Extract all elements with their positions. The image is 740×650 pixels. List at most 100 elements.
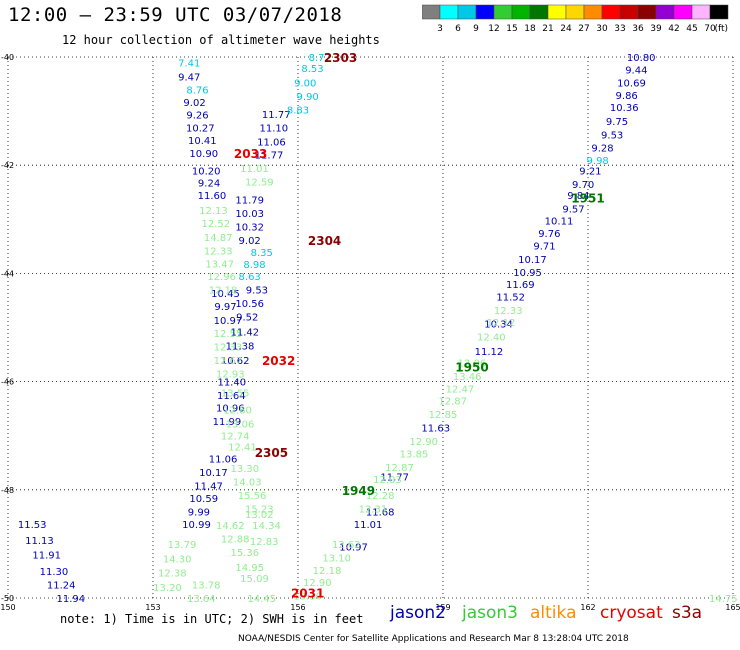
wave-height-label: 11.10 xyxy=(260,123,289,134)
wave-height-label: 15.23 xyxy=(245,505,274,516)
wave-height-label: 14.75 xyxy=(709,594,738,605)
wave-height-label: 12.38 xyxy=(158,569,187,580)
wave-height-label: 12.06 xyxy=(458,359,487,370)
wave-height-label: 9.02 xyxy=(239,236,261,247)
legend-label: 70 xyxy=(704,24,716,34)
wave-height-label: 12.90 xyxy=(303,578,332,589)
lon-tick-label: 165 xyxy=(725,603,740,612)
wave-height-label: 11.47 xyxy=(194,481,223,492)
legend-jason3: jason3 xyxy=(462,603,518,623)
note-text: note: 1) Time is in UTC; 2) SWH is in fe… xyxy=(60,612,364,626)
wave-height-label: 10.56 xyxy=(235,299,264,310)
wave-height-label: 11.38 xyxy=(226,341,255,352)
wave-height-label: 11.99 xyxy=(213,417,242,428)
pass-time-label: 1949 xyxy=(342,484,375,498)
wave-height-label: 10.90 xyxy=(189,149,218,160)
legend-label: 12 xyxy=(488,24,499,34)
wave-height-label: 10.62 xyxy=(221,356,250,367)
wave-height-label: 12.87 xyxy=(385,463,414,474)
wave-height-label: 11.53 xyxy=(18,520,47,531)
wave-height-label: 14.30 xyxy=(163,555,192,566)
wave-height-label: 12.59 xyxy=(245,177,274,188)
wave-height-label: 9.75 xyxy=(606,117,628,128)
legend-label: 27 xyxy=(578,24,589,34)
wave-height-label: 10.11 xyxy=(545,216,574,227)
wave-height-label: 12.74 xyxy=(221,432,250,443)
pass-time-label: 2305 xyxy=(255,446,288,460)
lat-tick-label: -40 xyxy=(1,53,14,62)
wave-height-label: 12.93 xyxy=(216,369,245,380)
page-subtitle: 12 hour collection of altimeter wave hei… xyxy=(62,33,380,47)
wave-height-label: 10.80 xyxy=(627,53,656,64)
wave-height-label: 10.97 xyxy=(339,543,368,554)
legend-unit: (ft) xyxy=(714,24,728,34)
legend-label: 18 xyxy=(524,24,536,34)
wave-height-label: 10.59 xyxy=(189,494,218,505)
wave-height-label: 11.69 xyxy=(506,280,535,291)
wave-height-label: 10.34 xyxy=(484,320,513,331)
wave-height-label: 11.94 xyxy=(57,594,86,605)
lon-tick-label: 159 xyxy=(435,603,450,612)
wave-height-label: 13.30 xyxy=(293,591,322,602)
wave-height-label: 12.52 xyxy=(202,219,231,230)
wave-height-label: 12.33 xyxy=(494,306,523,317)
wave-height-label: 12.80 xyxy=(223,406,252,417)
wave-height-label: 13.20 xyxy=(153,583,182,594)
wave-height-label: 9.28 xyxy=(591,143,613,154)
wave-height-label: 10.27 xyxy=(186,123,215,134)
wave-height-label: 14.03 xyxy=(233,478,262,489)
wave-height-label: 8.53 xyxy=(301,64,323,75)
wave-height-label: 11.06 xyxy=(209,454,238,465)
wave-height-label: 11.63 xyxy=(421,424,450,435)
pass-time-labels: 2303 2033 2304 2032 2305 2031 1951 1950 1949 xyxy=(234,51,605,601)
graticule: 150 153 156 159 162 165 -40 -42 -44 -46 -48 -50 xyxy=(0,53,740,612)
wave-height-label: 11.52 xyxy=(496,293,525,304)
legend-altika: altika xyxy=(530,603,577,623)
wave-height-label: 12.62 xyxy=(332,540,361,551)
wave-height-label: 13.02 xyxy=(245,510,274,521)
wave-height-label: 11.12 xyxy=(475,347,504,358)
wave-height-label: 9.21 xyxy=(579,167,601,178)
wave-height-label: 10.45 xyxy=(211,289,240,300)
wave-height-label: 10.96 xyxy=(216,404,245,415)
wave-height-label: 13.10 xyxy=(322,553,351,564)
lon-tick-label: 156 xyxy=(290,603,305,612)
legend-label: 3 xyxy=(437,24,443,34)
wave-height-label: 9.44 xyxy=(625,65,647,76)
lon-tick-label: 150 xyxy=(0,603,15,612)
pass-time-label: 2031 xyxy=(291,587,324,601)
wave-height-label: 11.77 xyxy=(262,110,291,121)
wave-height-label: 11.79 xyxy=(235,195,264,206)
legend-label: 39 xyxy=(650,24,662,34)
wave-height-label: 10.32 xyxy=(235,222,264,233)
lat-tick-label: -42 xyxy=(1,161,14,170)
wave-height-label: 9.57 xyxy=(562,204,584,215)
wave-height-legend: 3 6 9 12 15 18 21 24 27 30 33 36 39 42 45 70(ft) xyxy=(422,4,729,34)
wave-height-label: 10.99 xyxy=(182,520,211,531)
wave-height-label: 8.76 xyxy=(186,85,208,96)
wave-height-label: 11.30 xyxy=(40,567,69,578)
wave-height-label: 15.36 xyxy=(231,548,260,559)
legend-s3a: s3a xyxy=(672,603,703,623)
wave-height-label: 11.64 xyxy=(217,391,246,402)
wave-height-label: 13.85 xyxy=(400,450,429,461)
wave-height-label: 12.31 xyxy=(359,505,388,516)
page-title: 12:00 – 23:59 UTC 03/07/2018 xyxy=(8,4,343,26)
wave-height-label: 14.62 xyxy=(216,521,245,532)
lat-tick-label: -50 xyxy=(1,594,14,603)
wave-height-label: 11.77 xyxy=(380,472,409,483)
legend-jason2: jason2 xyxy=(390,603,446,623)
legend-cryosat: cryosat xyxy=(600,603,663,623)
wave-height-label: 12.33 xyxy=(214,342,243,353)
wave-height-label: 12.83 xyxy=(250,537,279,548)
wave-height-label: 11.01 xyxy=(240,164,269,175)
wave-height-label: 11.77 xyxy=(255,150,284,161)
wave-height-label: 14.95 xyxy=(235,563,264,574)
pass-time-label: 1951 xyxy=(571,192,604,206)
lat-tick-label: -46 xyxy=(1,378,14,387)
wave-height-label: 9.76 xyxy=(538,229,560,240)
wave-height-label: 11.91 xyxy=(32,551,61,562)
wave-height-label: 9.26 xyxy=(186,110,208,121)
wave-height-label: 8.83 xyxy=(287,105,309,116)
